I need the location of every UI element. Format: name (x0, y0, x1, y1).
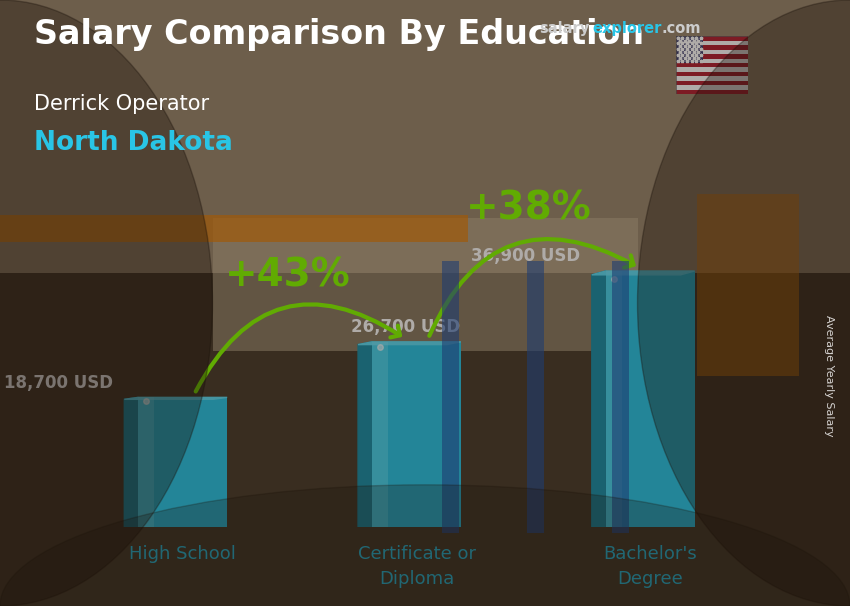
Bar (676, 45, 748, 50)
Polygon shape (124, 398, 227, 399)
Text: Bachelor's
Degree: Bachelor's Degree (604, 545, 697, 588)
Bar (606, 271, 694, 527)
Text: +38%: +38% (466, 190, 592, 227)
Polygon shape (358, 342, 372, 527)
Text: salary: salary (540, 21, 590, 36)
Bar (606, 271, 622, 527)
Text: High School: High School (129, 545, 236, 562)
Bar (676, 54, 748, 59)
Bar (372, 342, 388, 527)
Text: 36,900 USD: 36,900 USD (471, 247, 580, 265)
Text: Derrick Operator: Derrick Operator (34, 94, 209, 114)
Bar (676, 76, 748, 81)
Polygon shape (592, 271, 694, 275)
Text: 18,700 USD: 18,700 USD (3, 374, 112, 392)
Polygon shape (124, 398, 139, 527)
Text: +43%: +43% (225, 257, 351, 295)
Bar (139, 398, 227, 527)
Bar (676, 63, 748, 67)
Bar (676, 90, 748, 94)
Text: explorer: explorer (592, 21, 662, 36)
Text: 26,700 USD: 26,700 USD (351, 318, 460, 336)
Bar (676, 36, 748, 41)
Polygon shape (358, 342, 461, 345)
Bar (676, 85, 748, 90)
Text: .com: .com (661, 21, 700, 36)
Text: Certificate or
Diploma: Certificate or Diploma (358, 545, 475, 588)
Polygon shape (592, 271, 606, 527)
Text: Average Yearly Salary: Average Yearly Salary (824, 315, 834, 436)
Bar (676, 59, 748, 63)
Bar (676, 50, 748, 54)
Text: North Dakota: North Dakota (34, 130, 233, 156)
Bar (676, 36, 704, 63)
Text: Salary Comparison By Education: Salary Comparison By Education (34, 18, 644, 51)
Bar (676, 72, 748, 76)
Bar (676, 67, 748, 72)
Bar (676, 81, 748, 85)
Bar (372, 342, 461, 527)
Bar (676, 41, 748, 45)
Bar (139, 398, 155, 527)
